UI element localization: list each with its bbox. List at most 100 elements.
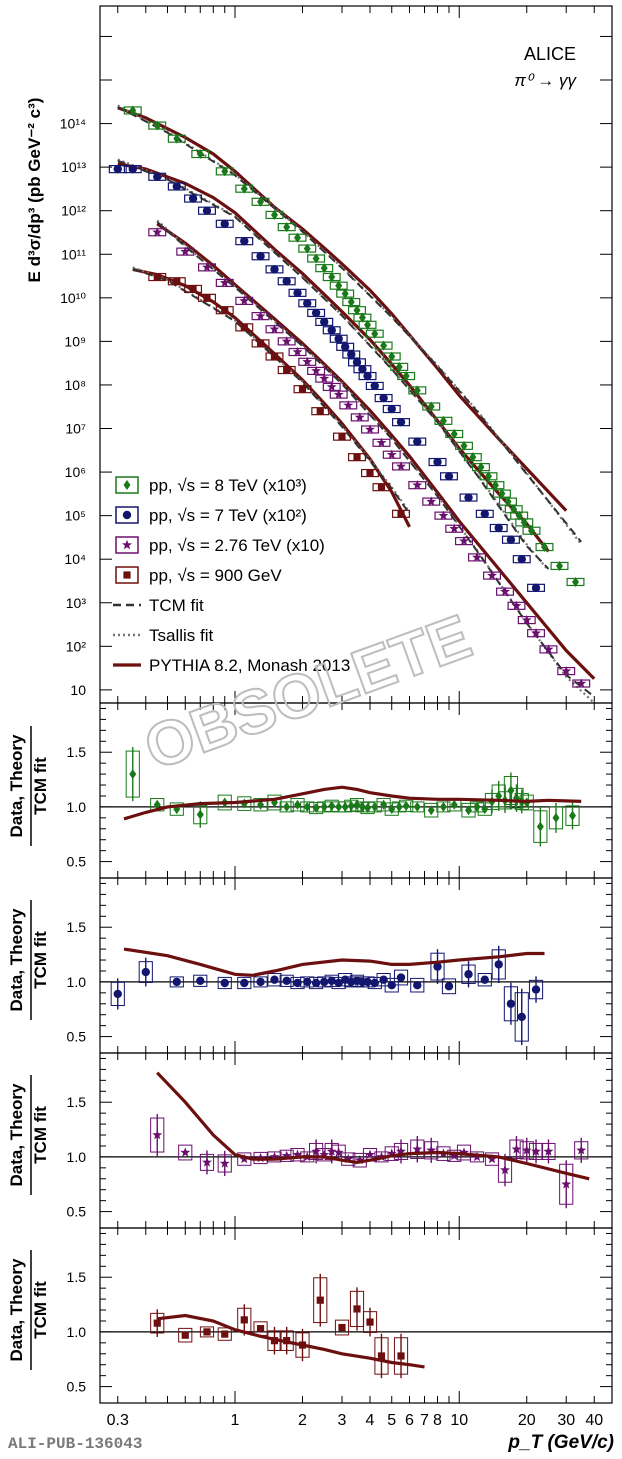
data-point bbox=[433, 457, 442, 467]
ratio-point bbox=[427, 805, 435, 816]
y-tick-label: 1.0 bbox=[67, 799, 87, 815]
legend-label: pp, √s = 900 GeV bbox=[149, 566, 282, 585]
ratio-syst-box bbox=[376, 973, 391, 987]
data-point bbox=[328, 272, 336, 283]
data-point bbox=[343, 400, 354, 410]
ratio-syst-box bbox=[169, 976, 184, 988]
ratio-point bbox=[377, 1352, 386, 1360]
legend-item: PYTHIA 8.2, Monash 2013 bbox=[113, 656, 350, 675]
data-point bbox=[358, 312, 366, 323]
legend-item: TCM fit bbox=[113, 596, 204, 615]
legend-label: Tsallis fit bbox=[149, 626, 214, 645]
ratio-point bbox=[341, 801, 349, 812]
y-tick-label: 1.5 bbox=[67, 1269, 87, 1285]
ratio-syst-box bbox=[410, 977, 425, 993]
ratio-point bbox=[292, 1149, 303, 1159]
ratio-point bbox=[450, 799, 458, 810]
ratio-point bbox=[316, 1296, 324, 1304]
data-point bbox=[444, 472, 454, 481]
data-point bbox=[527, 525, 535, 536]
y-tick-label: 0.5 bbox=[67, 1204, 87, 1220]
legend-item: pp, √s = 2.76 TeV (x10) bbox=[115, 536, 325, 555]
ratio-point bbox=[480, 975, 489, 984]
data-point bbox=[363, 371, 372, 381]
data-point bbox=[129, 105, 137, 116]
data-point bbox=[540, 542, 548, 553]
data-point bbox=[460, 440, 468, 451]
data-point bbox=[292, 346, 303, 357]
data-point bbox=[370, 381, 379, 391]
data-point bbox=[494, 523, 503, 533]
y-tick-label: 10¹⁴ bbox=[60, 116, 86, 132]
data-point bbox=[303, 243, 311, 254]
data-point bbox=[302, 356, 313, 366]
y-tick-label: 10⁸ bbox=[65, 377, 87, 393]
ratio-syst-box bbox=[393, 969, 409, 986]
data-point bbox=[531, 583, 541, 593]
ratio-point bbox=[396, 1146, 406, 1156]
data-point bbox=[520, 517, 528, 528]
x-tick-label: 4 bbox=[366, 1412, 375, 1429]
legend-box bbox=[115, 476, 139, 494]
ratio-ylabel-bottom: TCM fit bbox=[31, 757, 50, 815]
data-point bbox=[239, 295, 250, 306]
data-point bbox=[270, 265, 279, 274]
legend-label: pp, √s = 7 TeV (x10²) bbox=[149, 506, 307, 525]
data-point bbox=[347, 297, 355, 308]
ratio-ylabel-7: Data, Theory TCM fit bbox=[7, 900, 50, 1020]
ratio-syst-box bbox=[334, 1319, 350, 1336]
data-point bbox=[543, 644, 554, 654]
data-point bbox=[255, 310, 266, 321]
legend-item: pp, √s = 900 GeV bbox=[115, 566, 282, 585]
data-point bbox=[220, 219, 229, 229]
y-tick-label: 1.0 bbox=[67, 974, 87, 990]
legend-label: pp, √s = 2.76 TeV (x10) bbox=[149, 536, 325, 555]
x-tick-label: 7 bbox=[420, 1412, 429, 1429]
ratio-point bbox=[181, 1331, 189, 1339]
data-point bbox=[371, 328, 379, 339]
pythia-ratio-curve bbox=[156, 1071, 590, 1181]
ratio-point bbox=[561, 1179, 572, 1189]
data-point bbox=[396, 417, 406, 427]
ratio-point bbox=[517, 1012, 526, 1022]
ratio-point bbox=[220, 978, 229, 988]
data-point bbox=[576, 678, 587, 688]
ratio-point bbox=[141, 967, 150, 977]
ratio-point bbox=[459, 1147, 469, 1157]
ratio-point bbox=[413, 801, 421, 812]
legend-item: pp, √s = 7 TeV (x10²) bbox=[115, 506, 307, 525]
data-point bbox=[358, 364, 367, 374]
ratio-point bbox=[196, 809, 204, 820]
data-point bbox=[500, 586, 510, 596]
data-point bbox=[469, 452, 477, 463]
channel-label: π⁰ → γγ bbox=[514, 71, 577, 90]
ratio-point bbox=[203, 1328, 211, 1336]
y-tick-label: 0.5 bbox=[67, 1029, 87, 1045]
data-point bbox=[281, 336, 292, 346]
ratio-point bbox=[353, 1305, 361, 1313]
data-point bbox=[240, 183, 248, 194]
ratio-point bbox=[303, 977, 312, 987]
ratio-point bbox=[256, 1325, 265, 1333]
data-point bbox=[352, 358, 362, 367]
ratio-ylabel-top: Data, Theory bbox=[7, 734, 26, 838]
x-tick-label: 6 bbox=[405, 1412, 414, 1429]
y-tick-label: 1.0 bbox=[67, 1324, 87, 1340]
ratio-syst-box bbox=[217, 1327, 232, 1341]
y-tick-label: 10¹² bbox=[61, 203, 86, 219]
ratio-syst-box bbox=[399, 799, 414, 812]
ratio-syst-box bbox=[267, 973, 282, 987]
ratio-point bbox=[240, 1316, 248, 1324]
data-point bbox=[256, 252, 265, 261]
ratio-point bbox=[303, 801, 311, 812]
ratio-point bbox=[221, 1330, 229, 1338]
ratio-point bbox=[536, 821, 544, 832]
data-point bbox=[340, 342, 350, 352]
y-tick-label: 10¹¹ bbox=[61, 246, 86, 262]
ratio-point bbox=[293, 978, 302, 988]
ratio-syst-box bbox=[441, 978, 457, 995]
ratio-point bbox=[281, 1150, 292, 1161]
ratio-point bbox=[202, 1157, 212, 1167]
